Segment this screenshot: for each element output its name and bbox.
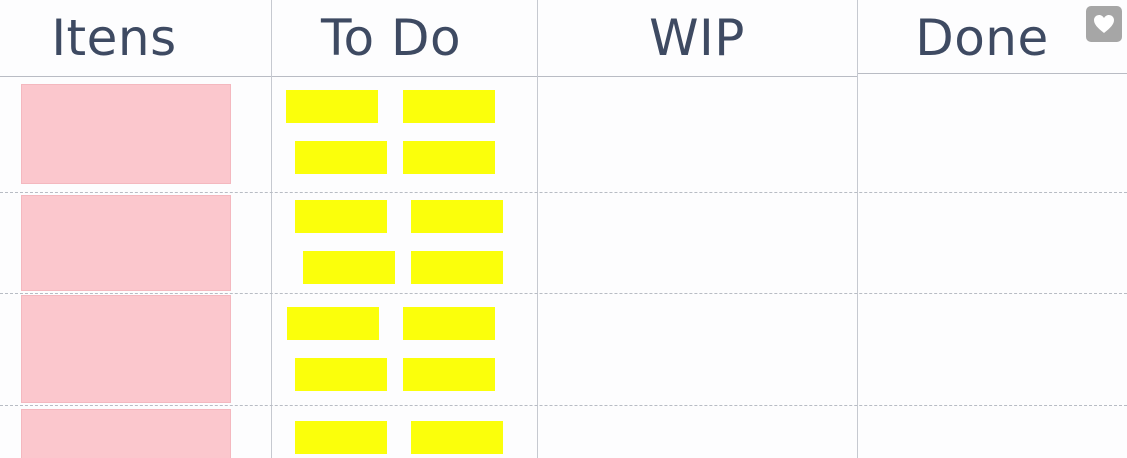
todo-sticky-note[interactable] xyxy=(411,200,503,233)
row-divider xyxy=(0,293,1127,294)
column-header-itens: Itens xyxy=(51,9,177,67)
header-divider-done xyxy=(858,73,1127,74)
column-divider xyxy=(537,0,538,458)
todo-sticky-note[interactable] xyxy=(286,90,378,123)
column-header-done: Done xyxy=(915,9,1049,67)
todo-sticky-note[interactable] xyxy=(295,200,387,233)
item-card[interactable] xyxy=(21,409,231,458)
column-header-wip: WIP xyxy=(649,9,745,67)
item-card[interactable] xyxy=(21,84,231,184)
todo-sticky-note[interactable] xyxy=(403,90,495,123)
favorite-button[interactable] xyxy=(1086,6,1122,42)
header-divider xyxy=(0,76,858,77)
todo-sticky-note[interactable] xyxy=(411,421,503,454)
todo-sticky-note[interactable] xyxy=(295,141,387,174)
todo-sticky-note[interactable] xyxy=(303,251,395,284)
todo-sticky-note[interactable] xyxy=(295,421,387,454)
item-card[interactable] xyxy=(21,295,231,403)
todo-sticky-note[interactable] xyxy=(287,307,379,340)
todo-sticky-note[interactable] xyxy=(295,358,387,391)
column-header-todo: To Do xyxy=(320,9,462,67)
row-divider xyxy=(0,405,1127,406)
column-divider xyxy=(857,0,858,458)
row-divider xyxy=(0,192,1127,193)
todo-sticky-note[interactable] xyxy=(403,307,495,340)
todo-sticky-note[interactable] xyxy=(411,251,503,284)
todo-sticky-note[interactable] xyxy=(403,358,495,391)
column-divider xyxy=(271,0,272,458)
heart-icon xyxy=(1094,15,1114,33)
item-card[interactable] xyxy=(21,195,231,291)
todo-sticky-note[interactable] xyxy=(403,141,495,174)
